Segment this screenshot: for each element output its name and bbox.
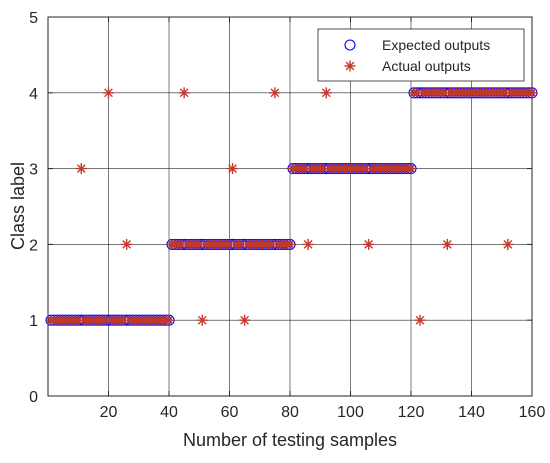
actual-output-point: [406, 163, 416, 174]
actual-output-point: [196, 314, 208, 326]
actual-output-point: [75, 163, 87, 175]
asterisk-stroke: [119, 316, 128, 325]
y-tick-label: 1: [29, 313, 38, 330]
x-tick-label: 140: [458, 404, 485, 421]
actual-output-point: [269, 87, 281, 99]
legend-actual-marker: [344, 60, 356, 72]
actual-output-point: [363, 238, 375, 250]
actual-output-point: [236, 239, 247, 250]
y-tick-label: 5: [29, 10, 38, 27]
asterisk-stroke: [319, 164, 328, 173]
actual-output-point: [414, 314, 426, 326]
asterisk-stroke: [179, 88, 189, 98]
asterisk-stroke: [240, 315, 250, 325]
asterisk-stroke: [415, 315, 425, 325]
actual-output-point: [227, 163, 239, 175]
x-tick-label: 80: [281, 404, 299, 421]
actual-output-point: [502, 238, 514, 250]
asterisk-stroke: [101, 316, 110, 325]
asterisk-stroke: [527, 88, 537, 97]
actual-output-point: [302, 238, 314, 250]
asterisk-stroke: [413, 88, 422, 97]
asterisk-stroke: [364, 240, 374, 249]
legend-expected-marker: [344, 39, 356, 51]
x-tick-label: 40: [160, 404, 178, 421]
legend-expected-label: Expected outputs: [382, 37, 490, 53]
x-tick-label: 160: [519, 404, 546, 421]
y-tick-label: 2: [29, 237, 38, 254]
legend: Expected outputs Actual outputs: [317, 28, 525, 82]
data-points: [45, 87, 538, 326]
asterisk-stroke: [237, 240, 246, 249]
actual-output-point: [100, 315, 111, 326]
actual-output-point: [527, 87, 537, 98]
actual-output-point: [121, 238, 133, 250]
actual-output-point: [103, 87, 114, 99]
axes: 20 40 60 80 100 120 140 160 0 1 2 3 4 5: [29, 10, 545, 421]
x-tick-label: 20: [100, 404, 118, 421]
actual-output-point: [320, 87, 332, 99]
legend-box: [317, 28, 525, 82]
asterisk-stroke: [195, 240, 204, 249]
asterisk-stroke: [74, 316, 83, 325]
y-tick-label: 0: [29, 389, 38, 406]
asterisk-stroke: [267, 240, 276, 249]
asterisk-stroke: [321, 88, 331, 98]
y-axis-label: Class label: [8, 162, 28, 250]
asterisk-stroke: [122, 240, 132, 249]
actual-output-point: [441, 238, 453, 250]
actual-output-point: [178, 87, 190, 99]
x-axis-label: Number of testing samples: [183, 430, 397, 450]
asterisk-stroke: [76, 164, 86, 173]
x-tick-label: 100: [337, 404, 364, 421]
asterisk-stroke: [503, 240, 513, 249]
x-tick-label: 60: [221, 404, 239, 421]
x-tick-label: 120: [398, 404, 425, 421]
asterisk-stroke: [442, 240, 452, 249]
asterisk-stroke: [500, 88, 509, 97]
actual-output-point: [285, 239, 295, 250]
asterisk-stroke: [177, 240, 186, 249]
asterisk-stroke: [164, 316, 174, 325]
asterisk-stroke: [225, 240, 234, 249]
asterisk-stroke: [345, 61, 355, 71]
asterisk-stroke: [197, 315, 207, 325]
actual-output-point: [239, 314, 251, 326]
asterisk-stroke: [303, 240, 313, 249]
asterisk-stroke: [361, 164, 370, 173]
legend-actual-label: Actual outputs: [382, 58, 471, 74]
asterisk-stroke: [440, 88, 449, 97]
asterisk-stroke: [104, 88, 113, 98]
y-tick-label: 4: [29, 86, 38, 103]
asterisk-stroke: [406, 164, 416, 173]
asterisk-stroke: [270, 88, 280, 98]
asterisk-stroke: [301, 164, 310, 173]
asterisk-stroke: [228, 164, 237, 173]
y-tick-label: 3: [29, 162, 38, 179]
actual-output-point: [73, 315, 84, 326]
actual-output-point: [164, 315, 174, 326]
asterisk-stroke: [285, 240, 295, 249]
